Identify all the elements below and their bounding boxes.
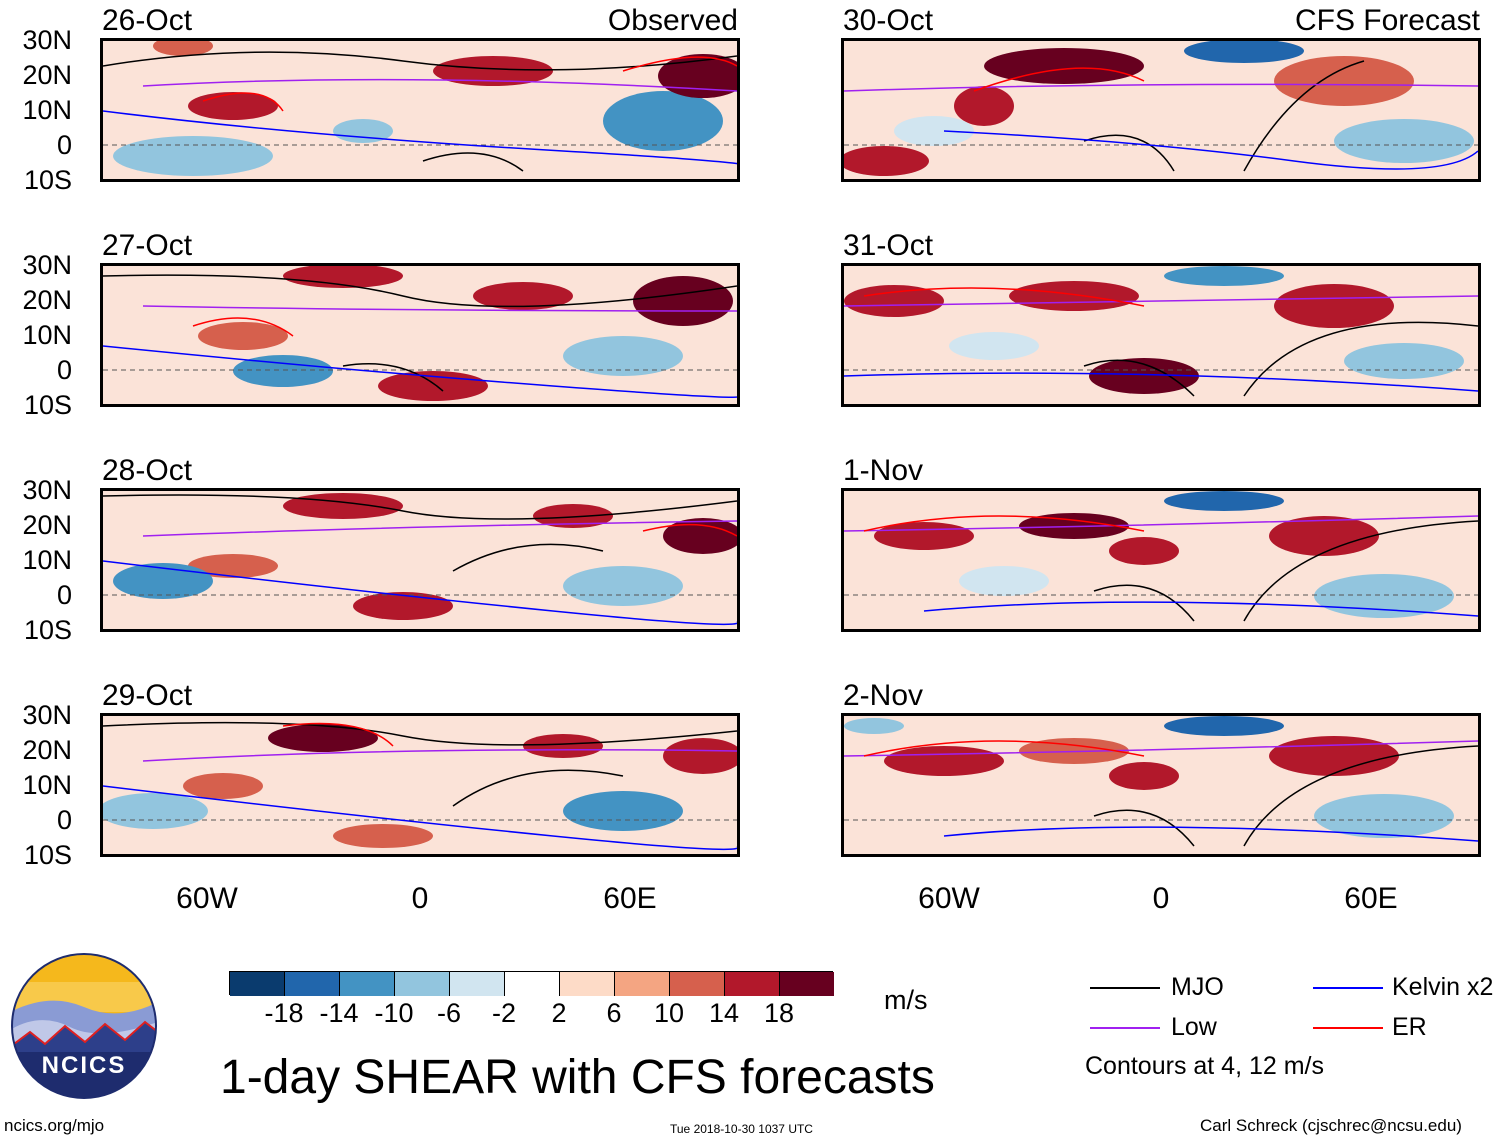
date-label-2-nov: 2-Nov (843, 679, 924, 712)
logo-text: NCICS (41, 1052, 127, 1079)
colorbar-cell (725, 972, 780, 996)
contour-legend: MJO Kelvin x2 Low ER Contours at 4, 12 m… (1085, 972, 1505, 1082)
colorbar-cell (670, 972, 725, 996)
lat-label: 10N (22, 545, 72, 575)
legend-note: Contours at 4, 12 m/s (1085, 1052, 1325, 1080)
legend-line-er (1313, 1027, 1383, 1029)
map-panel-30-oct (841, 38, 1481, 182)
forecast-title: CFS Forecast (1294, 4, 1480, 37)
colorbar-tick: -2 (491, 998, 516, 1028)
map-panel-28-oct (100, 488, 740, 632)
lat-label: 10S (23, 840, 72, 870)
colorbar-tick: 14 (708, 998, 740, 1028)
colorbar-cell (780, 972, 834, 996)
date-label-26-oct: 26-Oct (102, 4, 193, 37)
footer-author: Carl Schreck (cjschrec@ncsu.edu) (1200, 1116, 1462, 1135)
colorbar-tick: -18 (264, 998, 304, 1028)
colorbar-tick: 2 (551, 998, 567, 1028)
lat-label: 10S (23, 390, 72, 420)
lon-label-60e-left: 60E (603, 882, 657, 915)
lat-label: 10N (22, 770, 72, 800)
colorbar-cell (450, 972, 505, 996)
lat-label: 20N (22, 285, 72, 315)
lat-label: 30N (22, 475, 72, 505)
map-panel-2-nov (841, 713, 1481, 857)
colorbar-tick: -10 (374, 998, 414, 1028)
map-panel-27-oct (100, 263, 740, 407)
colorbar-cell (285, 972, 340, 996)
footer-url[interactable]: ncics.org/mjo (4, 1116, 105, 1135)
date-label-29-oct: 29-Oct (102, 679, 193, 712)
colorbar-cell (615, 972, 670, 996)
colorbar-cell (340, 972, 395, 996)
date-label-31-oct: 31-Oct (843, 229, 934, 262)
ncics-logo: NCICS (10, 952, 158, 1100)
ncics-logo-graphic (11, 953, 157, 1099)
legend-label-kelvin: Kelvin x2 (1392, 973, 1494, 1001)
observed-title: Observed (607, 4, 738, 37)
map-panel-29-oct (100, 713, 740, 857)
legend-label-er: ER (1392, 1013, 1427, 1041)
colorbar-tick: 18 (763, 998, 795, 1028)
colorbar-tick: 6 (606, 998, 622, 1028)
colorbar-tick: 10 (653, 998, 685, 1028)
main-title: 1-day SHEAR with CFS forecasts (220, 1051, 935, 1104)
lat-label: 0 (56, 355, 72, 385)
date-label-28-oct: 28-Oct (102, 454, 193, 487)
lon-label-0-left: 0 (411, 882, 429, 915)
date-label-30-oct: 30-Oct (843, 4, 934, 37)
lat-label: 10S (23, 615, 72, 645)
lon-label-0-right: 0 (1152, 882, 1170, 915)
lat-label: 10N (22, 95, 72, 125)
map-panel-1-nov (841, 488, 1481, 632)
colorbar (229, 971, 834, 996)
colorbar-cell (230, 972, 285, 996)
date-label-1-nov: 1-Nov (843, 454, 924, 487)
lat-label: 10S (23, 165, 72, 195)
legend-line-mjo (1090, 987, 1160, 989)
legend-line-low (1090, 1027, 1160, 1029)
lat-label: 30N (22, 700, 72, 730)
lat-label: 0 (56, 805, 72, 835)
lat-label: 20N (22, 60, 72, 90)
colorbar-tick: -14 (319, 998, 359, 1028)
lat-label: 30N (22, 25, 72, 55)
colorbar-units: m/s (884, 985, 928, 1015)
lon-label-60w-right: 60W (918, 882, 980, 915)
lat-label: 10N (22, 320, 72, 350)
lat-label: 30N (22, 250, 72, 280)
map-panel-26-oct (100, 38, 740, 182)
legend-label-low: Low (1171, 1013, 1217, 1041)
lat-label: 20N (22, 735, 72, 765)
date-label-27-oct: 27-Oct (102, 229, 193, 262)
colorbar-tick: -6 (436, 998, 461, 1028)
footer-timestamp: Tue 2018-10-30 1037 UTC (670, 1122, 813, 1136)
map-panel-31-oct (841, 263, 1481, 407)
lat-label: 0 (56, 580, 72, 610)
colorbar-cell (505, 972, 560, 996)
lat-label: 20N (22, 510, 72, 540)
colorbar-cell (395, 972, 450, 996)
lat-label: 0 (56, 130, 72, 160)
legend-line-kelvin (1313, 987, 1383, 989)
lon-label-60w-left: 60W (176, 882, 238, 915)
colorbar-cell (560, 972, 615, 996)
legend-label-mjo: MJO (1171, 973, 1224, 1001)
lon-label-60e-right: 60E (1344, 882, 1398, 915)
